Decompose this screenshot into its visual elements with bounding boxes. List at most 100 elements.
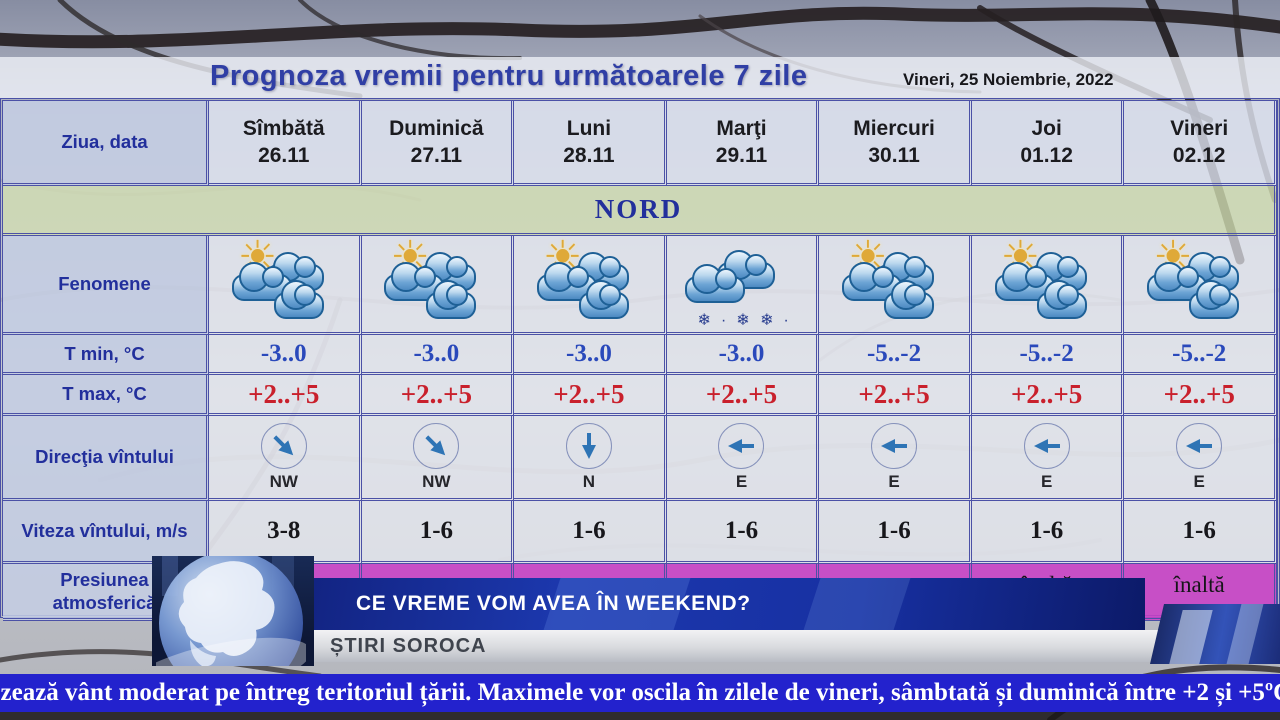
day-name: Luni xyxy=(566,116,612,140)
wind-direction-cell: E xyxy=(819,416,972,501)
wind-direction-label: NW xyxy=(422,471,451,491)
day-date: 30.11 xyxy=(868,144,920,167)
day-date: 26.11 xyxy=(258,144,310,167)
day-header-cell: Luni 28.11 xyxy=(514,101,667,186)
day-name: Duminică xyxy=(389,116,484,140)
weather-icon: ☀ ❄ ∙ ❄ ❄ ∙ xyxy=(681,246,801,329)
wind-arrow-icon xyxy=(871,422,918,469)
row-label-tmax: T max, °C xyxy=(3,375,209,416)
tmax-value: +2..+5 xyxy=(514,375,667,416)
channel-name: ȘTIRI SOROCA xyxy=(330,634,487,657)
wind-arrow-icon xyxy=(565,422,612,469)
weather-icon: ☀ ❄ ∙ ❄ ❄ ∙ xyxy=(1139,236,1259,322)
weather-icon-cell: ☀ ❄ ∙ ❄ ❄ ∙ xyxy=(514,236,667,335)
wind-direction-cell: N xyxy=(514,416,667,501)
snowflakes-icon: ❄ ∙ ❄ ❄ ∙ xyxy=(697,312,792,329)
banner-light-patch xyxy=(803,578,911,630)
wind-speed-value: 1-6 xyxy=(971,501,1125,564)
banner-light-patch xyxy=(1169,610,1213,664)
wind-direction-label: N xyxy=(582,471,596,491)
tmax-value: +2..+5 xyxy=(971,375,1125,416)
broadcast-date: Vineri, 25 Noiembrie, 2022 xyxy=(903,70,1114,89)
wind-direction-cell: E xyxy=(666,416,820,501)
wind-direction: NW xyxy=(413,422,460,492)
wind-direction-cell: NW xyxy=(361,416,515,501)
wind-direction: N xyxy=(565,422,612,492)
news-logo-panel xyxy=(152,556,314,666)
day-date: 27.11 xyxy=(410,144,463,167)
tmax-value: +2..+5 xyxy=(361,375,515,416)
day-name: Marţi xyxy=(716,116,767,140)
day-header-cell: Sîmbătă 26.11 xyxy=(209,101,362,186)
wind-arrow-icon xyxy=(413,422,460,469)
news-headline-bar: CE VREME VOM AVEA ÎN WEEKEND? xyxy=(252,578,1145,630)
weather-icon-cell: ☀ ❄ ∙ ❄ ❄ ∙ xyxy=(971,236,1125,335)
wind-speed-value: 1-6 xyxy=(819,501,972,564)
wind-direction-label: E xyxy=(735,471,748,491)
row-label-tmin: T min, °C xyxy=(3,335,209,375)
tmin-value: -3..0 xyxy=(514,335,667,375)
weather-icon: ☀ ❄ ∙ ❄ ❄ ∙ xyxy=(834,236,954,322)
day-header-cell: Duminică 27.11 xyxy=(361,101,515,186)
weather-icon-cell: ☀ ❄ ∙ ❄ ❄ ∙ xyxy=(666,236,820,335)
ticker-text: ozează vânt moderat pe întreg teritoriul… xyxy=(0,679,1280,706)
day-header-cell: Miercuri 30.11 xyxy=(819,101,972,186)
wind-speed-value: 1-6 xyxy=(666,501,820,564)
day-name: Miercuri xyxy=(853,116,935,140)
cloud-icon xyxy=(578,280,629,319)
wind-direction-label: NW xyxy=(269,471,298,491)
tmin-value: -5..-2 xyxy=(1124,335,1277,375)
weather-icon: ☀ ❄ ∙ ❄ ❄ ∙ xyxy=(987,236,1107,322)
tmin-value: -5..-2 xyxy=(819,335,972,375)
title-band xyxy=(0,57,1280,98)
weather-icon: ☀ ❄ ∙ ❄ ❄ ∙ xyxy=(376,236,496,322)
wind-direction: E xyxy=(718,422,765,492)
cloud-icon xyxy=(884,280,935,319)
wind-arrow-icon xyxy=(260,422,307,469)
day-date: 01.12 xyxy=(1020,144,1073,167)
weather-icon-cell: ☀ ❄ ∙ ❄ ❄ ∙ xyxy=(209,236,362,335)
globe-icon xyxy=(156,556,306,666)
row-label-fenomene: Fenomene xyxy=(3,236,209,335)
tmax-value: +2..+5 xyxy=(819,375,972,416)
wind-direction: E xyxy=(871,422,918,492)
wind-direction-cell: E xyxy=(1124,416,1277,501)
weather-icon: ☀ ❄ ∙ ❄ ❄ ∙ xyxy=(529,236,649,322)
wind-speed-value: 3-8 xyxy=(209,501,362,564)
wind-direction-cell: NW xyxy=(209,416,362,501)
row-label-wind-direction: Direcţia vîntului xyxy=(3,416,209,501)
wind-speed-value: 1-6 xyxy=(1124,501,1277,564)
tmax-value: +2..+5 xyxy=(1124,375,1277,416)
weather-icon-cell: ☀ ❄ ∙ ❄ ❄ ∙ xyxy=(819,236,972,335)
column-header-day-data: Ziua, data xyxy=(3,101,209,186)
wind-arrow-icon xyxy=(718,422,765,469)
weather-icon-cell: ☀ ❄ ∙ ❄ ❄ ∙ xyxy=(1124,236,1277,335)
tmax-value: +2..+5 xyxy=(666,375,820,416)
wind-direction: E xyxy=(1023,422,1070,492)
cloud-icon xyxy=(1189,280,1240,319)
row-label-wind-speed: Viteza vîntului, m/s xyxy=(3,501,209,564)
tmin-value: -3..0 xyxy=(209,335,362,375)
tmin-value: -3..0 xyxy=(666,335,820,375)
day-header-cell: Marţi 29.11 xyxy=(666,101,820,186)
wind-direction-cell: E xyxy=(971,416,1125,501)
day-name: Sîmbătă xyxy=(242,116,325,140)
wind-direction-label: E xyxy=(1193,471,1205,491)
tmin-value: -5..-2 xyxy=(971,335,1125,375)
day-date: 28.11 xyxy=(563,144,615,167)
channel-strip: ȘTIRI SOROCA xyxy=(252,630,1185,662)
forecast-table: Ziua, data Sîmbătă 26.11 Duminică 27.11 … xyxy=(0,98,1280,621)
wind-direction-label: E xyxy=(1040,471,1053,491)
wind-arrow-icon xyxy=(1176,422,1223,469)
page-title: Prognoza vremii pentru următoarele 7 zil… xyxy=(210,60,808,92)
banner-right-graphic xyxy=(1150,604,1280,664)
day-header-cell: Vineri 02.12 xyxy=(1124,101,1277,186)
cloud-icon xyxy=(1036,280,1087,319)
cloud-icon xyxy=(426,280,477,319)
region-band: NORD xyxy=(3,186,1277,236)
day-date: 29.11 xyxy=(715,144,768,167)
cloud-icon xyxy=(842,262,903,301)
wind-speed-value: 1-6 xyxy=(361,501,515,564)
weather-icon: ☀ ❄ ∙ ❄ ❄ ∙ xyxy=(224,236,344,322)
cloud-icon xyxy=(273,280,324,319)
